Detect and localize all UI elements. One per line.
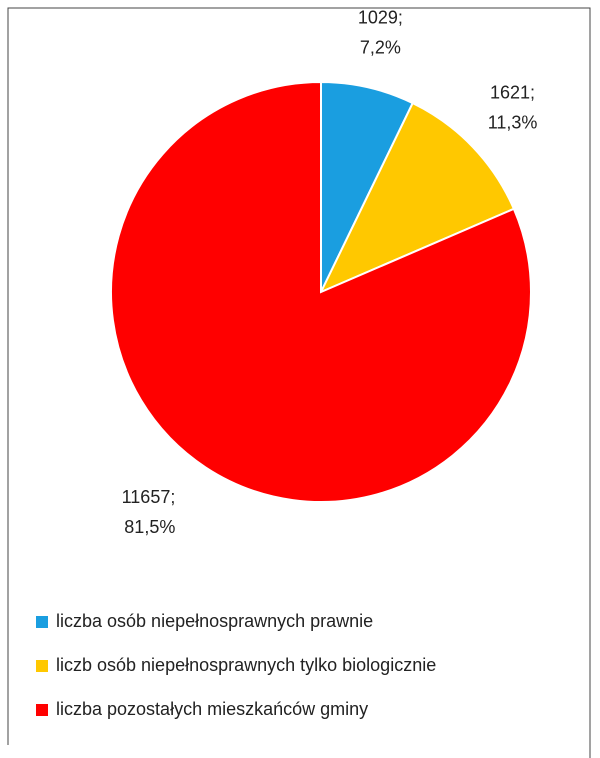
data-label: 81,5%	[124, 517, 175, 537]
legend-label: liczba pozostałych mieszkańców gminy	[56, 699, 368, 719]
chart-border	[7, 7, 591, 758]
legend-swatch	[36, 616, 48, 628]
data-label: 1029;	[358, 7, 403, 27]
legend-swatch	[36, 704, 48, 716]
data-label: 11657;	[122, 487, 176, 507]
legend-label: liczba osób niepełnosprawnych prawnie	[56, 611, 373, 631]
data-label: 11,3%	[488, 113, 538, 133]
pie-slice	[110, 80, 532, 503]
legend-swatch	[36, 660, 48, 672]
pie-slice	[318, 101, 516, 294]
data-label: 7,2%	[360, 37, 401, 57]
data-label: 1621;	[490, 83, 535, 103]
legend-label: liczb osób niepełnosprawnych tylko biolo…	[56, 655, 436, 675]
